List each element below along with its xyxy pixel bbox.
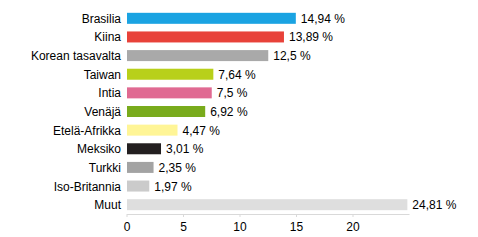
- x-tick: [353, 214, 354, 217]
- data-label: 24,81 %: [412, 198, 456, 212]
- bar: [127, 181, 149, 192]
- bar: [127, 87, 212, 98]
- category-label: Venäjä: [84, 105, 121, 119]
- chart: 0 5 10 15 20 Brasilia Kiina Korean tasavalta Tai…: [0, 0, 478, 237]
- data-label: 2,35 %: [159, 161, 197, 175]
- x-tick: [183, 214, 184, 217]
- data-label: 4,47 %: [183, 124, 221, 138]
- x-tick-label: 0: [124, 220, 131, 234]
- x-tick: [296, 214, 297, 217]
- category-label: Iso-Britannia: [54, 180, 122, 194]
- data-label: 13,89 %: [289, 30, 333, 44]
- bar: [127, 13, 296, 24]
- bar: [127, 143, 161, 154]
- category-label: Brasilia: [82, 12, 122, 26]
- category-label: Etelä-Afrikka: [53, 124, 121, 138]
- category-label: Taiwan: [84, 68, 121, 82]
- bar: [127, 162, 154, 173]
- data-label: 7,64 %: [218, 68, 256, 82]
- x-tick-label: 10: [233, 220, 247, 234]
- category-label: Turkki: [89, 161, 121, 175]
- data-label: 3,01 %: [166, 142, 204, 156]
- x-tick: [240, 214, 241, 217]
- x-tick-label: 5: [180, 220, 187, 234]
- category-label: Intia: [98, 86, 121, 100]
- bar: [127, 50, 268, 61]
- bar: [127, 31, 284, 42]
- category-label: Kiina: [94, 30, 121, 44]
- bar: [127, 69, 213, 80]
- x-axis-line: [127, 214, 410, 215]
- data-label: 6,92 %: [210, 105, 248, 119]
- data-label: 1,97 %: [154, 180, 192, 194]
- bars: [127, 13, 407, 210]
- x-tick: [127, 214, 128, 217]
- bar: [127, 125, 178, 136]
- bar: [127, 106, 205, 117]
- x-tick-label: 20: [346, 220, 360, 234]
- data-label: 7,5 %: [217, 86, 248, 100]
- data-label: 14,94 %: [301, 12, 345, 26]
- category-label: Korean tasavalta: [31, 49, 121, 63]
- category-label: Meksiko: [77, 142, 121, 156]
- category-label: Muut: [94, 198, 121, 212]
- data-label: 12,5 %: [273, 49, 311, 63]
- bar: [127, 199, 407, 210]
- x-tick-label: 15: [290, 220, 304, 234]
